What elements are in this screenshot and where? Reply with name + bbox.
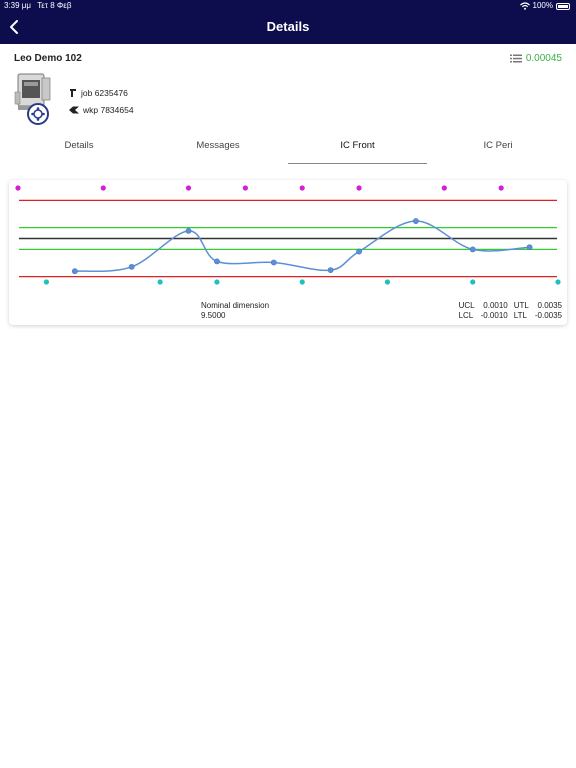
data-point-2 [185, 227, 192, 234]
wkp-number: wkp 7834654 [83, 105, 134, 115]
top-marker-5 [356, 185, 362, 191]
top-marker-6 [441, 185, 447, 191]
nav-bar: Details [0, 12, 576, 44]
battery-percent: 100% [532, 1, 553, 10]
ltl-label: LTL [513, 311, 527, 320]
workpiece-icon [69, 106, 79, 114]
top-marker-1 [100, 185, 106, 191]
limits-table: UCL 0.0010 UTL 0.0035 LCL -0.0010 LTL -0… [459, 301, 562, 321]
back-button[interactable] [6, 16, 26, 38]
metric-value: 0.00045 [525, 53, 562, 64]
ltl-value: -0.0035 [534, 311, 562, 320]
data-point-6 [356, 248, 362, 255]
top-marker-3 [242, 185, 248, 191]
top-marker-4 [299, 185, 305, 191]
bottom-marker-3 [299, 279, 305, 285]
data-point-4 [270, 259, 277, 266]
chevron-left-icon [10, 20, 18, 34]
status-time: 3:39 μμ [4, 1, 32, 10]
bottom-marker-6 [555, 279, 561, 285]
tab-bar: Details Messages IC Front IC Peri [0, 137, 576, 165]
data-point-0 [71, 268, 78, 275]
status-bar: 3:39 μμ Τετ 8 Φεβ 100% [0, 0, 576, 12]
machine-metric: 0.00045 [509, 53, 562, 64]
job-info: job 6235476 [68, 88, 128, 98]
nominal-value: 9.5000 [201, 311, 226, 320]
data-point-3 [214, 258, 220, 265]
job-number: job 6235476 [81, 88, 128, 98]
bottom-marker-2 [214, 279, 220, 285]
bottom-marker-5 [470, 279, 476, 285]
utl-value: 0.0035 [537, 301, 562, 310]
tab-details[interactable]: Details [64, 140, 94, 151]
tab-messages[interactable]: Messages [196, 140, 240, 151]
bottom-marker-0 [43, 279, 50, 285]
top-marker-2 [185, 185, 192, 191]
status-date: Τετ 8 Φεβ [37, 1, 72, 10]
machine-name: Leo Demo 102 [14, 53, 82, 64]
tab-ic-front[interactable]: IC Front [288, 137, 427, 164]
data-point-8 [469, 246, 476, 253]
status-time-date: 3:39 μμ Τετ 8 Φεβ [4, 0, 71, 12]
top-marker-0 [15, 185, 21, 191]
top-marker-7 [498, 185, 504, 191]
measurement-series-line [74, 220, 530, 273]
nominal-label: Nominal dimension [201, 301, 270, 310]
status-right: 100% [519, 0, 570, 12]
wifi-icon [519, 2, 530, 10]
wkp-info: wkp 7834654 [68, 105, 134, 115]
nominal-dimension: Nominal dimension 9.5000 [201, 301, 269, 321]
lcl-label: LCL [458, 311, 474, 320]
data-point-7 [412, 218, 419, 224]
bottom-marker-1 [157, 279, 163, 285]
machine-image [14, 70, 62, 126]
tab-ic-peri[interactable]: IC Peri [483, 140, 513, 151]
job-icon [70, 89, 76, 97]
list-icon [509, 54, 522, 63]
data-point-9 [526, 244, 533, 251]
lcl-value: -0.0010 [480, 311, 508, 320]
ucl-label: UCL [458, 301, 475, 310]
utl-label: UTL [513, 301, 529, 310]
control-chart [15, 185, 561, 285]
chart-card: Nominal dimension 9.5000 UCL 0.0010 UTL … [9, 180, 567, 325]
page-title: Details [266, 19, 310, 34]
data-point-5 [327, 267, 334, 274]
bottom-marker-4 [384, 279, 391, 285]
battery-icon [556, 2, 570, 10]
ucl-value: 0.0010 [483, 301, 508, 310]
data-point-1 [128, 263, 135, 270]
